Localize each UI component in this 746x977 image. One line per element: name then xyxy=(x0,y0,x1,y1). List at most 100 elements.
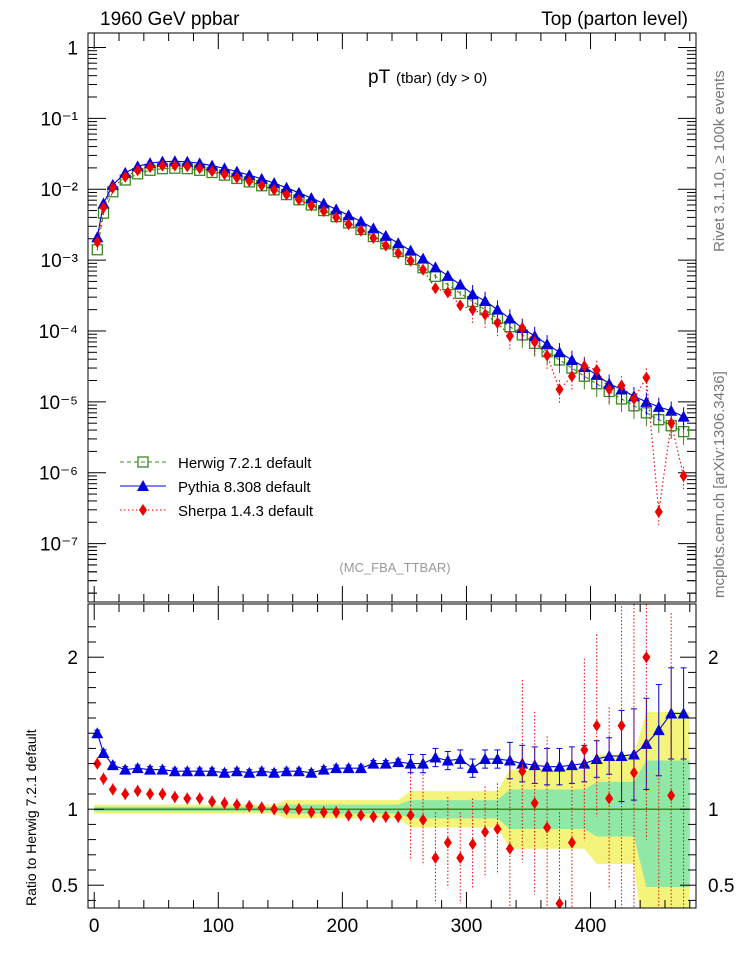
ratio-point xyxy=(543,821,552,834)
y-tick-label: 10⁻⁶ xyxy=(39,464,78,485)
ratio-point xyxy=(292,765,305,777)
data-point xyxy=(567,370,576,383)
ratio-point xyxy=(319,806,328,819)
ratio-point xyxy=(406,809,415,822)
ratio-point xyxy=(91,727,104,739)
ratio-point xyxy=(367,757,380,769)
y-tick-label: 10⁻¹ xyxy=(41,109,79,130)
ratio-point xyxy=(580,743,589,756)
data-point xyxy=(654,505,663,518)
data-point xyxy=(294,193,303,206)
data-point xyxy=(354,215,367,227)
ratio-point xyxy=(282,803,291,816)
ratio-point xyxy=(280,765,293,777)
data-point xyxy=(493,316,502,329)
ratio-point xyxy=(208,795,217,808)
data-point xyxy=(344,218,353,231)
ratio-y-tick-label: 2 xyxy=(67,648,78,669)
data-point xyxy=(218,162,231,174)
ratio-point xyxy=(245,800,254,813)
ratio-axis-ticks: 0.5 0.5 1 1 2 2 0 100 200 300 400 xyxy=(52,604,734,937)
ratio-point xyxy=(170,791,179,804)
ratio-point xyxy=(106,759,119,771)
ratio-point xyxy=(270,803,279,816)
data-point xyxy=(543,349,552,362)
data-point xyxy=(243,169,256,181)
data-point xyxy=(195,162,204,175)
ratio-point xyxy=(93,757,102,770)
data-point xyxy=(292,186,305,198)
analysis-watermark: (MC_FBA_TTBAR) xyxy=(339,560,450,575)
ratio-point xyxy=(144,763,157,775)
data-point xyxy=(518,322,527,335)
data-point xyxy=(208,165,217,178)
ratio-point xyxy=(530,797,539,810)
x-tick-label: 100 xyxy=(202,916,234,937)
data-point xyxy=(220,168,229,181)
data-point xyxy=(441,269,454,281)
y-tick-label: 1 xyxy=(67,38,78,59)
ratio-y-tick-label-right: 1 xyxy=(708,800,719,821)
ratio-point xyxy=(108,783,117,796)
rivet-label: Rivet 3.1.10, ≥ 100k events xyxy=(711,70,728,252)
ratio-point xyxy=(655,948,663,960)
ratio-point xyxy=(491,753,504,765)
data-point xyxy=(553,346,566,358)
data-point xyxy=(392,237,405,249)
data-point xyxy=(541,338,554,350)
ratio-point xyxy=(454,753,467,765)
data-point xyxy=(528,329,541,341)
data-point xyxy=(679,469,688,482)
ratio-point xyxy=(156,763,169,775)
ratio-point xyxy=(565,759,578,771)
ratio-point xyxy=(615,750,628,761)
ratio-point xyxy=(193,765,206,777)
ratio-point xyxy=(431,851,440,864)
data-point xyxy=(456,299,465,312)
y-tick-label: 10⁻⁷ xyxy=(40,535,78,556)
legend-marker xyxy=(137,456,149,468)
ratio-point xyxy=(629,766,638,779)
x-tick-label: 200 xyxy=(327,916,359,937)
data-point xyxy=(466,288,479,300)
data-point xyxy=(108,181,117,194)
ratio-point xyxy=(294,803,303,816)
ratio-point xyxy=(677,707,690,719)
ratio-point xyxy=(268,766,281,778)
ratio-point xyxy=(195,792,204,805)
data-point xyxy=(617,379,626,392)
data-point xyxy=(592,364,601,377)
ratio-point xyxy=(381,810,390,823)
data-point xyxy=(330,203,343,215)
data-point xyxy=(367,222,380,234)
x-tick-label: 400 xyxy=(575,916,607,937)
main-series-layer xyxy=(91,155,690,526)
data-point xyxy=(580,360,589,373)
data-point xyxy=(419,263,428,276)
energy-label: 1960 GeV ppbar xyxy=(100,9,240,30)
data-point xyxy=(99,201,108,214)
ratio-point xyxy=(665,707,678,719)
ratio-point xyxy=(419,813,428,826)
y-tick-label: 10⁻⁴ xyxy=(39,322,78,343)
data-point xyxy=(652,400,665,412)
data-point xyxy=(629,392,638,405)
data-point xyxy=(146,161,155,174)
ratio-point xyxy=(429,751,442,763)
ratio-y-tick-label-right: 2 xyxy=(708,648,719,669)
data-point xyxy=(319,205,328,218)
ratio-point xyxy=(667,789,676,802)
ratio-point xyxy=(605,792,614,805)
ratio-point xyxy=(121,788,130,800)
data-point xyxy=(305,192,318,204)
data-point xyxy=(232,171,241,184)
mcplots-label: mcplots.cern.ch [arXiv:1306.3436] xyxy=(711,371,728,598)
data-point xyxy=(667,417,676,430)
ratio-point xyxy=(567,836,576,849)
ratio-point xyxy=(592,719,601,732)
ratio-point xyxy=(505,842,514,855)
ratio-point xyxy=(516,757,529,769)
data-point xyxy=(677,410,690,422)
ratio-point xyxy=(131,762,144,774)
data-point xyxy=(505,329,514,342)
